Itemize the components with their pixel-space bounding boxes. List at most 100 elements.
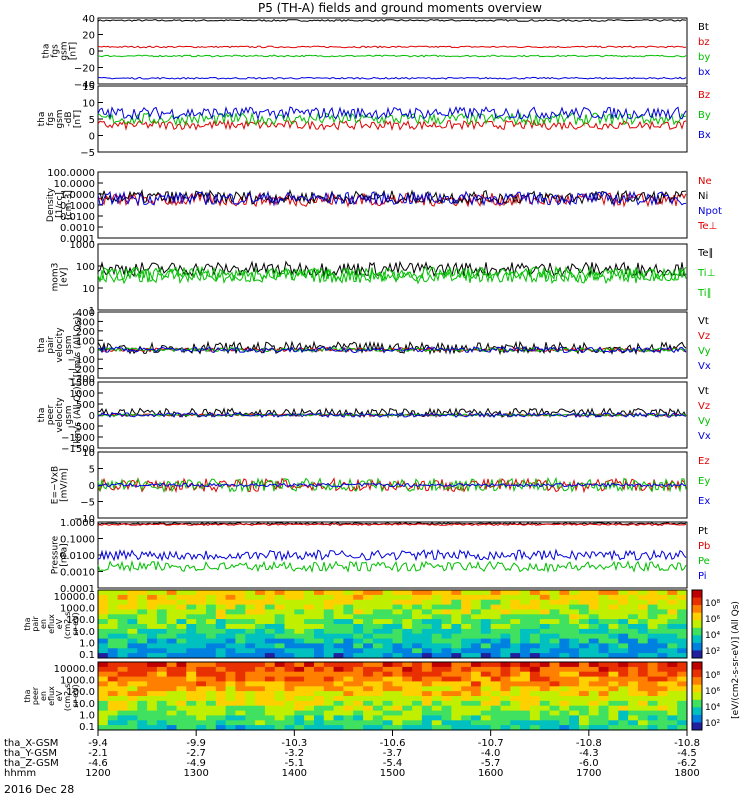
spectrogram-cell [402, 624, 413, 630]
spectrogram-cell [333, 691, 344, 697]
spectrogram-cell [382, 710, 393, 716]
spectrogram-cell [461, 666, 472, 673]
spectrogram-cell [461, 691, 472, 697]
spectrogram-cell [127, 638, 138, 644]
x-tick-label: -5.4 [383, 758, 403, 769]
spectrogram-cell [500, 594, 511, 601]
spectrogram-cell [274, 638, 285, 644]
spectrogram-cell [539, 628, 551, 635]
spectrogram-cell [569, 710, 580, 716]
spectrogram-cell [412, 619, 423, 625]
spectrogram-cell [677, 671, 688, 678]
spectrogram-cell [461, 614, 472, 620]
spectrogram-cell [196, 648, 207, 654]
spectrogram-cell [255, 676, 266, 682]
spectrogram-cell [480, 653, 492, 659]
spectrogram-cell [235, 624, 246, 630]
colorbar-step [692, 714, 702, 723]
spectrogram-cell [147, 686, 158, 692]
spectrogram-cell [392, 653, 403, 659]
series-label: Vz [698, 401, 710, 412]
spectrogram-cell [363, 638, 374, 644]
spectrogram-cell [343, 633, 354, 640]
spectrogram-cell [372, 614, 384, 620]
spectrogram-cell [353, 715, 364, 721]
series-trace [97, 345, 687, 354]
spectrogram-cell [510, 710, 521, 716]
spectrogram-cell [647, 681, 658, 687]
spectrogram-cell [274, 671, 285, 678]
spectrogram-cell [304, 676, 315, 682]
spectrogram-cell [127, 686, 138, 692]
x-tick-label: -4.0 [481, 748, 501, 759]
spectrogram-cell [137, 662, 148, 668]
spectrogram-cell [520, 609, 531, 615]
spectrogram-cell [471, 696, 482, 702]
spectrogram-cell [382, 604, 393, 610]
y-tick-label: 100.0 [66, 615, 95, 626]
spectrogram-cell [382, 609, 393, 615]
spectrogram-cell [363, 676, 374, 682]
spectrogram-cell [353, 609, 364, 615]
spectrogram-cell [579, 696, 590, 702]
spectrogram-cell [461, 662, 472, 668]
spectrogram-cell [363, 624, 374, 630]
spectrogram-cell [137, 633, 148, 640]
spectrogram-cell [353, 671, 364, 678]
spectrogram-cell [647, 725, 658, 731]
spectrogram-cell [372, 628, 384, 635]
spectrogram-cell [402, 715, 413, 721]
y-tick-label: 0.1000 [60, 535, 95, 546]
spectrogram-cell [245, 609, 256, 615]
spectrogram-cell [176, 633, 187, 640]
colorbar-tick-label: 10⁴ [705, 631, 720, 641]
spectrogram-cell [520, 662, 531, 668]
spectrogram-cell [156, 700, 168, 707]
spectrogram-cell [392, 686, 403, 692]
spectrogram-cell [588, 638, 600, 644]
spectrogram-cell [245, 715, 256, 721]
spectrogram-cell [471, 720, 482, 726]
spectrogram-cell [677, 604, 688, 610]
series-trace [97, 267, 687, 285]
spectrogram-cell [147, 590, 158, 596]
spectrogram-cell [127, 594, 138, 601]
spectrogram-cell [421, 696, 433, 702]
spectrogram-cell [206, 691, 217, 697]
spectrogram-cell [98, 609, 109, 615]
spectrogram-cell [245, 638, 256, 644]
spectrogram-cell [618, 633, 629, 640]
spectrogram-cell [559, 710, 570, 716]
y-tick-label: 0.0010 [60, 223, 95, 234]
spectrogram-cell [461, 700, 472, 707]
spectrogram-cell [137, 725, 148, 731]
spectrogram-cell [353, 710, 364, 716]
spectrogram-cell [117, 599, 128, 606]
spectrogram-cell [431, 643, 443, 649]
spectrogram-cell [529, 700, 541, 707]
spectrogram-cell [392, 725, 403, 731]
spectrogram-cell [264, 715, 276, 721]
y-axis-label: [eV] [60, 268, 70, 287]
y-tick-label: 0.1000 [60, 201, 95, 212]
spectrogram-cell [206, 638, 217, 644]
spectrogram-cell [343, 725, 354, 731]
panel-frame [97, 17, 688, 85]
spectrogram-cell [402, 648, 413, 654]
spectrogram-cell [392, 666, 403, 673]
spectrogram-cell [647, 705, 658, 712]
spectrogram-cell [235, 638, 246, 644]
spectrogram-cell [490, 648, 501, 654]
spectrogram-cell [98, 681, 109, 687]
spectrogram-cell [569, 643, 580, 649]
y-axis-label: gsm [60, 41, 70, 60]
spectrogram-cell [255, 666, 266, 673]
spectrogram-cell [382, 720, 393, 726]
spectrogram-cell [176, 609, 187, 615]
spectrogram-cell [500, 619, 511, 625]
spectrogram-cell [372, 619, 384, 625]
spectrogram-cell [284, 666, 295, 673]
spectrogram-cell [107, 686, 119, 692]
spectrogram-cell [579, 710, 590, 716]
